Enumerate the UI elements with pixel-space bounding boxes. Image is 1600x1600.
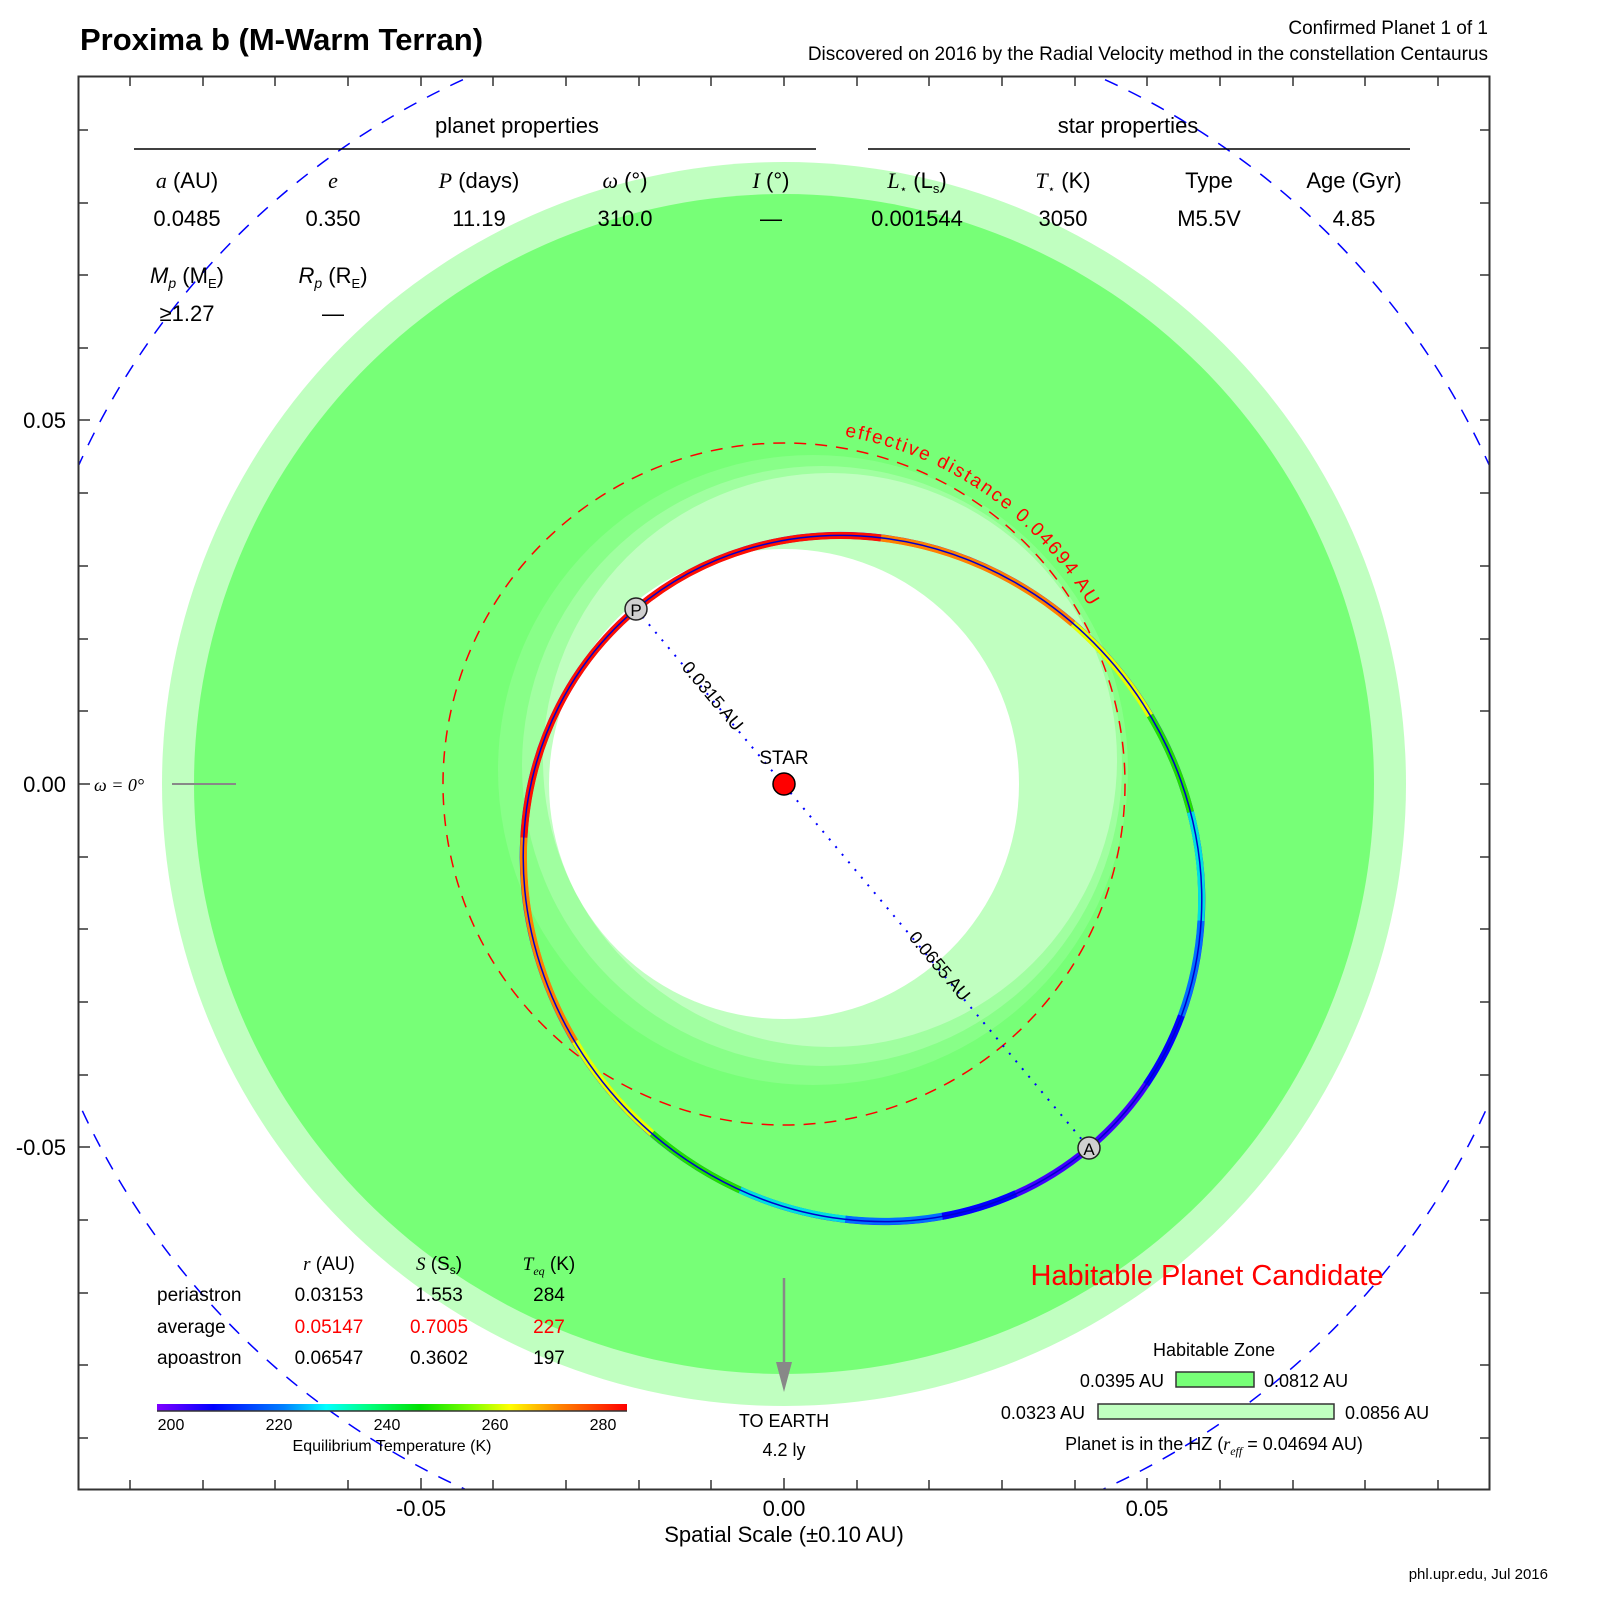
apoastron-marker: A	[1077, 1136, 1101, 1160]
svg-text:Rp (RE): Rp (RE)	[298, 263, 367, 291]
svg-text:r (AU): r (AU)	[303, 1254, 355, 1275]
svg-text:0.001544: 0.001544	[871, 206, 963, 231]
arrow-down-icon	[776, 1362, 792, 1392]
svg-text:0.06547: 0.06547	[295, 1348, 364, 1369]
planet-orbit	[519, 531, 1206, 1226]
svg-text:260: 260	[482, 1417, 509, 1434]
star-label: STAR	[759, 748, 808, 769]
distance-table-headers: r (AU) S (Ss) Teq (K)	[303, 1254, 575, 1278]
svg-text:0.350: 0.350	[305, 206, 360, 231]
svg-text:Type: Type	[1185, 168, 1233, 193]
svg-text:A: A	[1083, 1140, 1095, 1159]
svg-text:≥1.27: ≥1.27	[160, 301, 215, 326]
svg-text:L⋆ (Ls): L⋆ (Ls)	[886, 168, 946, 196]
svg-text:0.3602: 0.3602	[410, 1348, 468, 1369]
svg-text:200: 200	[158, 1417, 185, 1434]
svg-text:—: —	[322, 301, 344, 326]
effective-distance-circle	[442, 442, 1126, 1126]
hz-optimistic-swatch	[1097, 1403, 1335, 1420]
to-earth-label: TO EARTH	[739, 1411, 829, 1431]
svg-text:0.7005: 0.7005	[410, 1317, 468, 1338]
svg-text:1.553: 1.553	[415, 1285, 463, 1306]
planet-properties-heading: planet properties	[435, 113, 599, 138]
star-properties-heading: star properties	[1058, 113, 1199, 138]
svg-text:227: 227	[533, 1317, 565, 1338]
svg-text:240: 240	[374, 1417, 401, 1434]
svg-text:average: average	[157, 1317, 226, 1338]
omega-zero-label: ω = 0°	[94, 775, 144, 795]
svg-text:P (days): P (days)	[438, 168, 520, 193]
star-icon	[772, 772, 796, 796]
svg-text:0.0812 AU: 0.0812 AU	[1264, 1371, 1348, 1391]
svg-text:P: P	[630, 601, 641, 620]
svg-text:0.05: 0.05	[23, 408, 66, 433]
svg-text:0.0485: 0.0485	[153, 206, 220, 231]
svg-text:280: 280	[590, 1417, 617, 1434]
svg-text:4.85: 4.85	[1333, 206, 1376, 231]
svg-text:0.05147: 0.05147	[295, 1317, 364, 1338]
x-axis-labels: -0.05 0.00 0.05	[396, 1496, 1168, 1521]
table-row: periastron 0.03153 1.553 284	[157, 1285, 565, 1306]
svg-text:periastron: periastron	[157, 1285, 242, 1306]
svg-text:apoastron: apoastron	[157, 1348, 242, 1369]
planet-count: Confirmed Planet 1 of 1	[1288, 18, 1488, 39]
footer-credit: phl.upr.edu, Jul 2016	[1408, 1566, 1548, 1583]
periastron-marker: P	[624, 597, 648, 621]
svg-text:0.0856 AU: 0.0856 AU	[1345, 1403, 1429, 1423]
svg-text:e: e	[328, 168, 338, 193]
svg-text:197: 197	[533, 1348, 565, 1369]
svg-text:-0.05: -0.05	[16, 1135, 66, 1160]
colorbar-label: Equilibrium Temperature (K)	[293, 1438, 492, 1455]
svg-text:I (°): I (°)	[752, 168, 790, 193]
earth-distance-label: 4.2 ly	[762, 1440, 805, 1460]
svg-text:T⋆ (K): T⋆ (K)	[1035, 168, 1090, 196]
axis-ticks	[79, 77, 1489, 1489]
svg-text:ω (°): ω (°)	[602, 168, 647, 193]
svg-text:310.0: 310.0	[597, 206, 652, 231]
table-row: apoastron 0.06547 0.3602 197	[157, 1348, 565, 1369]
planet-mass-radius: Mp (ME) Rp (RE) ≥1.27 —	[150, 263, 367, 326]
planet-properties-values: 0.0485 0.350 11.19 310.0 —	[153, 206, 782, 231]
svg-text:284: 284	[533, 1285, 565, 1306]
svg-text:220: 220	[266, 1417, 293, 1434]
hz-status: Planet is in the HZ (reff = 0.04694 AU)	[1065, 1434, 1363, 1458]
distance-table: periastron 0.03153 1.553 284 average 0.0…	[157, 1285, 565, 1369]
svg-text:—: —	[760, 206, 782, 231]
temperature-colorbar: 200 220 240 260 280 Equilibrium Temperat…	[157, 1404, 627, 1455]
star-properties-headers: L⋆ (Ls) T⋆ (K) Type Age (Gyr)	[886, 168, 1401, 196]
svg-text:0.0395 AU: 0.0395 AU	[1080, 1371, 1164, 1391]
svg-text:Mp (ME): Mp (ME)	[150, 263, 224, 291]
discovery-info: Discovered on 2016 by the Radial Velocit…	[807, 44, 1488, 65]
svg-text:Age (Gyr): Age (Gyr)	[1306, 168, 1401, 193]
svg-text:0.00: 0.00	[763, 1496, 806, 1521]
svg-text:S (Ss): S (Ss)	[416, 1254, 462, 1277]
svg-text:3050: 3050	[1039, 206, 1088, 231]
svg-text:-0.05: -0.05	[396, 1496, 446, 1521]
svg-text:0.05: 0.05	[1126, 1496, 1169, 1521]
y-axis-labels: 0.05 0.00 -0.05	[16, 408, 66, 1160]
svg-text:Habitable Zone: Habitable Zone	[1153, 1340, 1275, 1360]
star-properties-values: 0.001544 3050 M5.5V 4.85	[871, 206, 1375, 231]
svg-text:0.0323 AU: 0.0323 AU	[1001, 1403, 1085, 1423]
page-title: Proxima b (M-Warm Terran)	[80, 22, 484, 57]
svg-text:a (AU): a (AU)	[156, 168, 218, 193]
svg-text:M5.5V: M5.5V	[1177, 206, 1241, 231]
svg-text:Teq (K): Teq (K)	[523, 1254, 576, 1278]
svg-text:0.00: 0.00	[23, 772, 66, 797]
habitable-zone-legend: Habitable Zone 0.0395 AU 0.0812 AU 0.032…	[1001, 1340, 1429, 1458]
planet-properties-headers: a (AU) e P (days) ω (°) I (°)	[156, 168, 790, 193]
hz-conservative-swatch	[1175, 1371, 1255, 1388]
table-row: average 0.05147 0.7005 227	[157, 1317, 565, 1338]
plot-area: effective distance 0.04694 AU 0.0315 AU …	[79, 77, 1489, 1489]
plot-frame	[77, 75, 1491, 1491]
habitability-status: Habitable Planet Candidate	[1030, 1260, 1383, 1292]
svg-text:0.03153: 0.03153	[295, 1285, 364, 1306]
svg-text:11.19: 11.19	[452, 206, 505, 231]
x-axis-title: Spatial Scale (±0.10 AU)	[664, 1522, 904, 1547]
